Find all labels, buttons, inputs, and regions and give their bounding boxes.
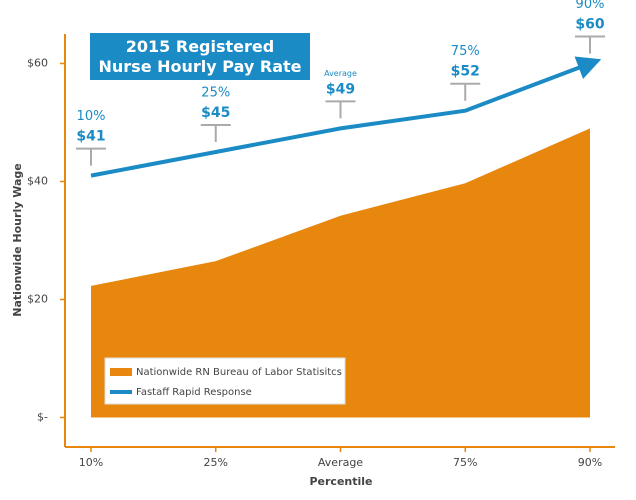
- x-tick-label: 90%: [578, 456, 602, 469]
- point-category-label: 10%: [77, 109, 106, 124]
- point-category-label: Average: [324, 69, 357, 78]
- chart-title: 2015 Registered Nurse Hourly Pay Rate: [90, 33, 310, 80]
- value-label: $41: [76, 129, 105, 145]
- label-bracket: [325, 100, 356, 119]
- label-bracket: [450, 82, 481, 101]
- legend-label: Fastaff Rapid Response: [136, 387, 252, 398]
- x-axis-label: Percentile: [309, 475, 372, 488]
- legend-box: [104, 357, 346, 405]
- x-tick-label: 10%: [79, 456, 103, 469]
- x-tick-label: 25%: [204, 456, 228, 469]
- y-tick-label: $20: [27, 293, 48, 306]
- value-label: $45: [201, 105, 230, 121]
- y-tick-label: $40: [27, 175, 48, 188]
- point-category-label: 75%: [451, 44, 480, 59]
- legend-label: Nationwide RN Bureau of Labor Statisitcs: [136, 367, 342, 378]
- value-label: $52: [451, 64, 480, 80]
- point-category-label: 90%: [576, 0, 605, 12]
- point-category-label: 25%: [201, 86, 230, 101]
- y-tick-label: $-: [37, 411, 48, 424]
- legend-swatch: [110, 368, 132, 376]
- y-tick-label: $60: [27, 57, 48, 70]
- label-bracket: [76, 147, 106, 166]
- x-tick-label: Average: [318, 456, 363, 469]
- area: [91, 128, 590, 418]
- label-bracket: [575, 35, 605, 54]
- line: [90, 56, 602, 178]
- y-axis-label: Nationwide Hourly Wage: [11, 163, 24, 316]
- x-tick-label: 75%: [453, 456, 477, 469]
- value-label: $49: [326, 81, 355, 97]
- value-label: $60: [575, 17, 604, 33]
- label-bracket: [200, 124, 231, 142]
